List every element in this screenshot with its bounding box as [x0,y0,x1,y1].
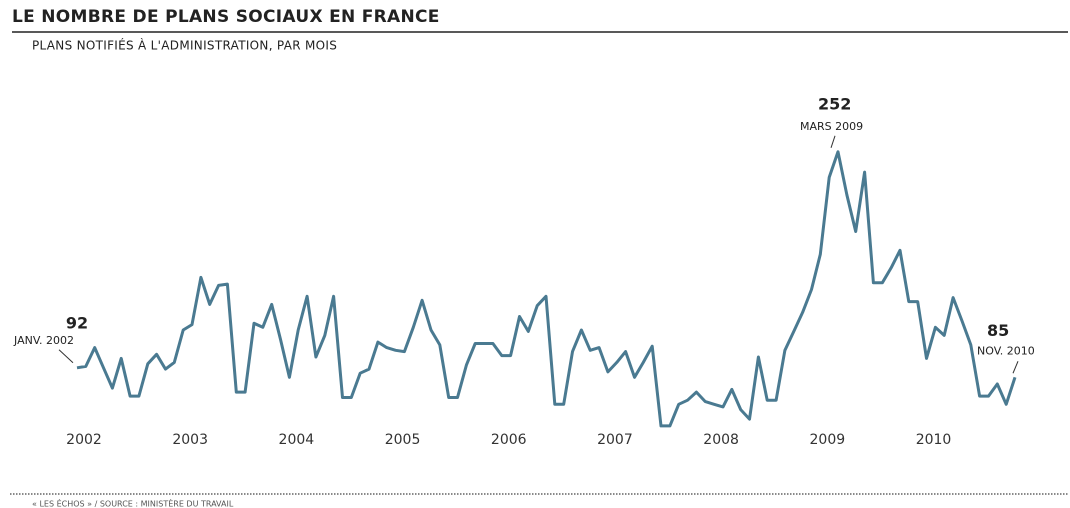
annotation-label: MARS 2009 [800,120,863,133]
annotation-leader [830,135,836,148]
x-tick-label: 2003 [172,432,208,448]
chart-subtitle: PLANS NOTIFIÉS À L'ADMINISTRATION, PAR M… [32,38,337,53]
line [76,150,1017,428]
annotation-leader [1012,361,1019,374]
x-tick-label: 2006 [491,432,527,448]
x-tick-label: 2010 [916,432,952,448]
source: « LES ÉCHOS » / SOURCE : MINISTÈRE DU TR… [32,498,234,508]
annotation-value: 85 [987,321,1009,340]
annotation-value: 92 [66,313,88,332]
chart-title: LE NOMBRE DE PLANS SOCIAUX EN FRANCE [12,7,440,27]
x-tick-label: 2008 [703,432,739,448]
x-tick-label: 2009 [810,432,846,448]
annotation-leader [58,349,74,364]
x-tick-label: 2005 [385,432,421,448]
annotation-label: NOV. 2010 [977,344,1035,357]
x-tick-label: 2002 [66,432,102,448]
annotation-label: JANV. 2002 [13,334,74,347]
x-tick-label: 2007 [597,432,633,448]
x-tick-label: 2004 [279,432,315,448]
annotation-value: 252 [818,94,851,113]
